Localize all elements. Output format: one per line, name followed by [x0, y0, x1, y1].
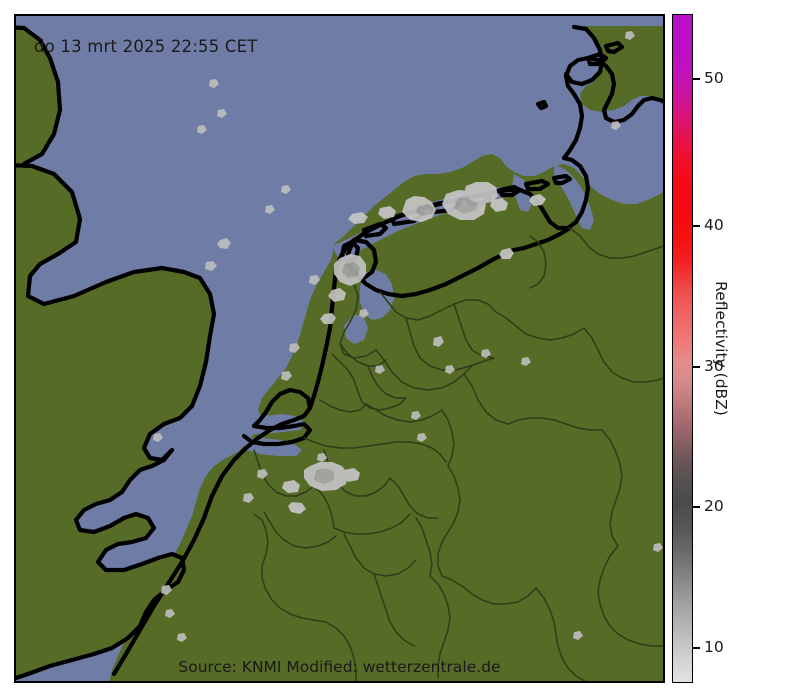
coast-elbe-north — [561, 55, 663, 161]
radar-map-panel[interactable]: do 13 mrt 2025 22:55 CET Source: KNMI Mo… — [14, 14, 665, 683]
border-de-hessen — [597, 545, 663, 647]
island-vlieland — [361, 221, 389, 239]
timestamp-label: do 13 mrt 2025 22:55 CET — [34, 37, 258, 56]
coast-zeeland-detail — [241, 421, 313, 447]
colorbar-tick-mark — [693, 225, 700, 227]
colorbar-tick-label: 50 — [704, 69, 724, 87]
colorbar-tick-label: 40 — [704, 216, 724, 234]
border-de-rheinland — [441, 575, 537, 605]
colorbar-tick-mark — [693, 647, 700, 649]
source-attribution-label: Source: KNMI Modified: wetterzentrale.de — [178, 658, 501, 676]
coast-ne-england — [16, 25, 63, 167]
admin-borders — [253, 227, 663, 681]
colorbar-axis-label: Reflectivity (dBZ) — [712, 281, 730, 416]
border-be-luxembourg — [373, 573, 415, 647]
coast-german-bight — [521, 225, 573, 251]
border-be-limburg — [389, 477, 439, 519]
border-de-bremen — [529, 235, 547, 289]
colorbar-tick-mark — [693, 506, 700, 508]
colorbar-tick-label: 10 — [704, 638, 724, 656]
colorbar-tick-mark — [693, 78, 700, 80]
landmass-fills — [16, 26, 663, 681]
coast-gb-east — [16, 163, 217, 463]
border-drenthe-overijssel — [405, 317, 495, 371]
border-de-ns-sh — [569, 227, 663, 259]
border-friesland-groningen — [379, 291, 497, 321]
border-brabant-south — [303, 437, 447, 463]
islet-helgoland — [535, 99, 549, 111]
border-de-niedersachsen-inner — [495, 311, 585, 341]
island-nordstrand — [585, 51, 609, 67]
border-be-fr-south — [253, 513, 357, 681]
island-amrum — [603, 40, 625, 55]
coast-friesland — [345, 245, 527, 299]
border-be-west-vlaanderen — [253, 449, 315, 497]
map-graphic — [16, 16, 663, 681]
border-limburg-nl-de — [437, 465, 461, 577]
border-be-oost-vlaanderen — [313, 485, 335, 529]
border-zh-utrecht — [331, 353, 407, 411]
border-zh-noordbrabant — [319, 399, 367, 413]
reflectivity-colorbar[interactable] — [672, 14, 693, 683]
border-overijssel-gelderland — [375, 349, 473, 391]
colorbar-tick-label: 20 — [704, 497, 724, 515]
border-be-hainaut — [263, 511, 337, 549]
border-be-de-east — [429, 575, 451, 679]
border-de-nrw-east — [601, 429, 623, 547]
land-continental-europe — [109, 154, 663, 681]
coast-denmark-top — [563, 24, 605, 87]
border-de-inner-east — [583, 327, 663, 383]
radar-echoes — [153, 31, 663, 642]
border-brabant-limburg — [441, 409, 455, 467]
border-brabant-gelderland — [365, 403, 443, 423]
colorbar-gradient — [673, 15, 692, 682]
colorbar-tick-label: 30 — [704, 357, 724, 375]
border-de-south — [535, 587, 586, 681]
border-gelderland-east — [463, 373, 509, 425]
island-wangerooge — [551, 173, 573, 186]
border-be-liege — [415, 517, 433, 577]
border-utrecht-nh — [339, 343, 387, 367]
island-norderney — [523, 178, 551, 192]
border-de-nrw-niedersachsen — [507, 417, 603, 431]
land-great-britain — [16, 165, 214, 677]
coast-gb-thames — [16, 447, 187, 681]
ijsselmeer — [360, 270, 394, 320]
border-utrecht-gelderland — [367, 365, 407, 399]
colorbar-group: 50 40 30 20 10 Reflectivity (dBZ) — [672, 14, 788, 683]
border-be-brabant — [333, 513, 411, 535]
coast-continent-main — [111, 387, 313, 677]
island-borkum — [497, 184, 523, 198]
colorbar-tick-mark — [693, 366, 700, 368]
land-denmark-jutland — [574, 26, 663, 112]
